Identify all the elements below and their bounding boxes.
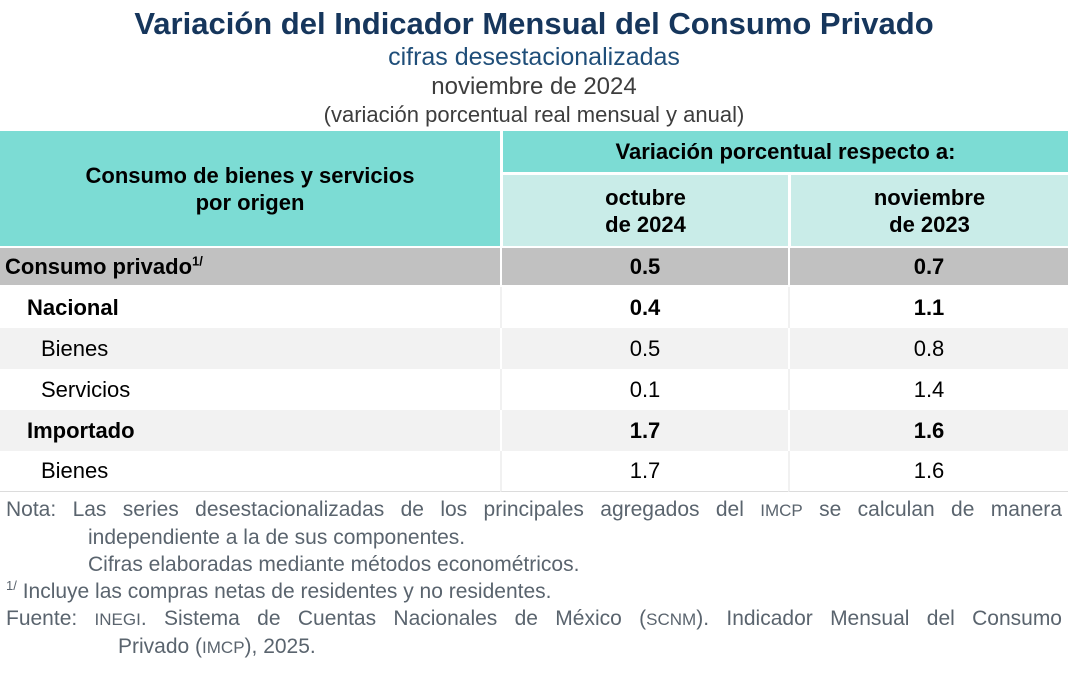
table-row-importado-bienes: Bienes 1.7 1.6 xyxy=(0,451,1068,492)
fuente-line-1: Fuente: INEGI. Sistema de Cuentas Nacion… xyxy=(6,607,1062,630)
value-monthly: 1.7 xyxy=(500,410,788,451)
table-row-nacional-bienes: Bienes 0.5 0.8 xyxy=(0,328,1068,369)
column-header-noviembre-2023: noviembre de 2023 xyxy=(788,175,1068,246)
nota-line-2: independiente a la de sus componentes. xyxy=(88,526,466,549)
value-monthly: 1.7 xyxy=(500,451,788,492)
value-annual: 1.4 xyxy=(788,369,1068,410)
row-label: Nacional xyxy=(0,287,500,328)
footnote-mark: 1/ xyxy=(192,253,203,269)
column-header-octubre-2024: octubre de 2024 xyxy=(500,175,788,246)
row-label: Bienes xyxy=(0,451,500,492)
value-monthly: 0.1 xyxy=(500,369,788,410)
value-annual: 1.6 xyxy=(788,451,1068,492)
table-row-nacional-servicios: Servicios 0.1 1.4 xyxy=(0,369,1068,410)
footnote-1: 1/ Incluye las compras netas de resident… xyxy=(6,578,552,603)
units-label: (variación porcentual real mensual y anu… xyxy=(323,102,745,127)
footnotes-block: Nota: Las series desestacionalizadas de … xyxy=(0,496,1068,661)
row-label: Bienes xyxy=(0,328,500,369)
table-row-importado: Importado 1.7 1.6 xyxy=(0,410,1068,451)
value-monthly: 0.4 xyxy=(500,287,788,328)
fuente-line-2: Privado (IMCP), 2025. xyxy=(118,635,316,658)
fuente-label: Fuente: xyxy=(6,607,78,630)
footnote-1-mark: 1/ xyxy=(6,578,17,593)
value-annual: 0.7 xyxy=(788,246,1068,287)
nota-line-1: Nota: Las series desestacionalizadas de … xyxy=(6,498,1062,521)
value-annual: 1.6 xyxy=(788,410,1068,451)
value-monthly: 0.5 xyxy=(500,246,788,287)
row-label: Importado xyxy=(0,410,500,451)
page-subtitle: cifras desestacionalizadas xyxy=(388,43,680,71)
table-header: Consumo de bienes y servicios por origen… xyxy=(0,131,1068,246)
table-row-consumo-privado: Consumo privado1/ 0.5 0.7 xyxy=(0,246,1068,287)
value-annual: 0.8 xyxy=(788,328,1068,369)
nota-label: Nota: xyxy=(6,498,57,521)
data-table: Consumo de bienes y servicios por origen… xyxy=(0,131,1068,492)
value-monthly: 0.5 xyxy=(500,328,788,369)
group-header-cell: Variación porcentual respecto a: xyxy=(500,131,1068,175)
row-label: Consumo privado1/ xyxy=(0,246,500,287)
period-label: noviembre de 2024 xyxy=(431,73,637,100)
row-label: Servicios xyxy=(0,369,500,410)
table-row-nacional: Nacional 0.4 1.1 xyxy=(0,287,1068,328)
title-block: Variación del Indicador Mensual del Cons… xyxy=(0,0,1068,128)
page-title: Variación del Indicador Mensual del Cons… xyxy=(134,6,934,41)
value-annual: 1.1 xyxy=(788,287,1068,328)
row-header-cell: Consumo de bienes y servicios por origen xyxy=(0,131,500,246)
nota-line-3: Cifras elaboradas mediante métodos econo… xyxy=(88,553,580,576)
